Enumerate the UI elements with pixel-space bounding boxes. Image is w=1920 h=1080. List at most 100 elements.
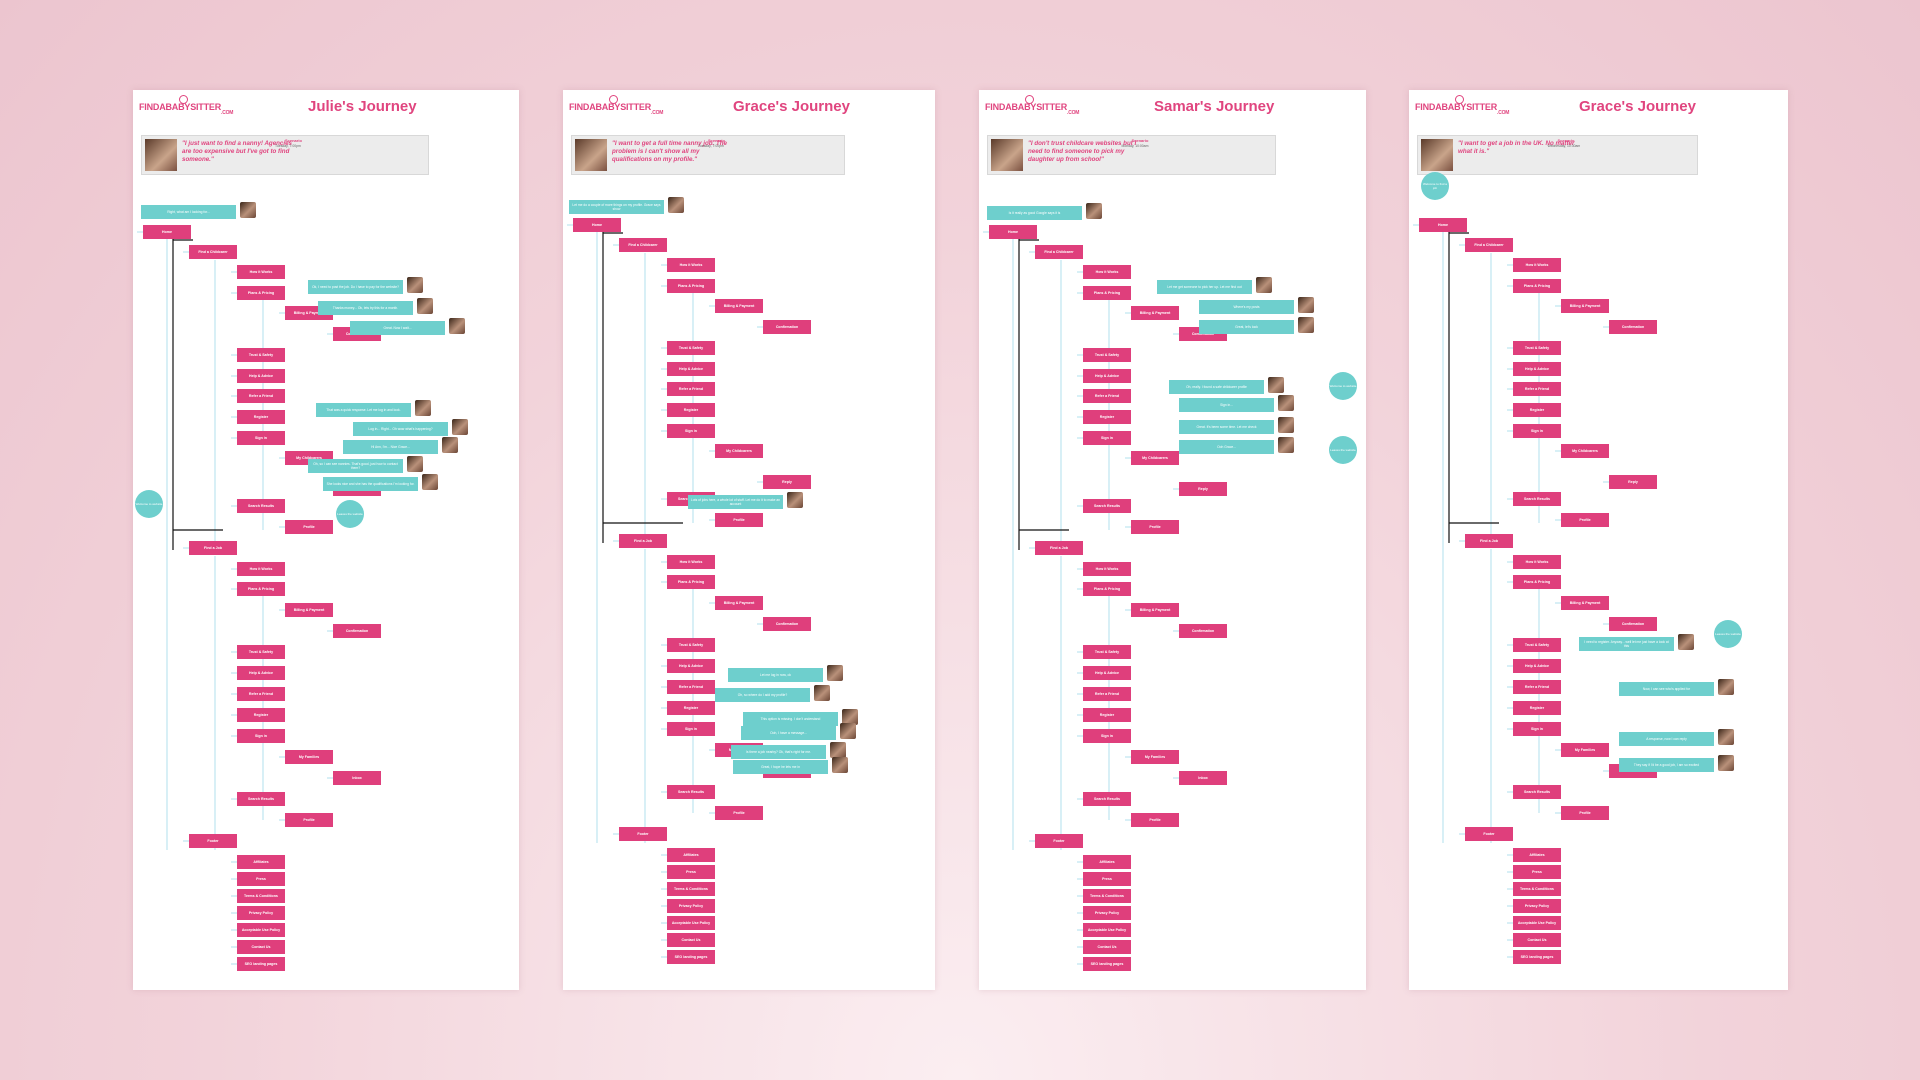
sitemap-node-home: Home (143, 225, 191, 239)
scenario-heading: Scenario (1131, 138, 1149, 143)
sitemap-node-confirmation: Confirmation (763, 320, 811, 334)
sitemap-node-sign-in: Sign in (237, 729, 285, 743)
persona-face (1298, 297, 1314, 313)
sitemap-node-trust-safety: Trust & Safety (1513, 341, 1561, 355)
sitemap-node-search-results: Search Results (1513, 785, 1561, 799)
user-thought: Great, let's look (1199, 320, 1294, 334)
sitemap-node-find-job: Find a Job (189, 541, 237, 555)
journey-title: Julie's Journey (308, 98, 417, 115)
sitemap-node-reply: Reply (1179, 482, 1227, 496)
persona-face (1278, 417, 1294, 433)
persona-face (442, 437, 458, 453)
sitemap-node-inbox: Inbox (1179, 771, 1227, 785)
footer-item: Terms & Conditions (1083, 889, 1131, 903)
sitemap-node-help-advice: Help & Advice (667, 362, 715, 376)
sitemap-node-plans-pricing: Plans & Pricing (667, 279, 715, 293)
user-thought: This option is missing. I don't understa… (743, 712, 838, 726)
footer-item: Press (1083, 872, 1131, 886)
sitemap-node-sign-in: Sign in (667, 424, 715, 438)
sitemap-node-help-advice: Help & Advice (1083, 666, 1131, 680)
scenario-heading: Scenario (285, 138, 302, 143)
user-thought: Let me do a couple of more things on my … (569, 200, 664, 214)
user-thought: Oh, so I can see nannies. That's good, j… (308, 459, 403, 473)
sitemap-node-profile: Profile (1131, 520, 1179, 534)
persona-face (787, 492, 803, 508)
sitemap-node-search-results: Search Results (237, 499, 285, 513)
footer-item: SEO landing pages (1083, 957, 1131, 971)
sitemap-node-trust-safety: Trust & Safety (237, 348, 285, 362)
user-thought: Lots of jobs here, a whole lot of stuff.… (688, 495, 783, 509)
sitemap-node-billing-payment: Billing & Payment (1131, 603, 1179, 617)
sitemap-node-find-job: Find a Job (1035, 541, 1083, 555)
user-thought: Let me get someone to pick her up. Let m… (1157, 280, 1252, 294)
sitemap-node-help-advice: Help & Advice (237, 369, 285, 383)
brand-logo-text: FINDABABYSITTER (985, 102, 1067, 112)
persona-face (1086, 203, 1102, 219)
footer-item: Affiliates (1513, 848, 1561, 862)
sitemap-node-register: Register (237, 708, 285, 722)
sitemap-node-plans-pricing: Plans & Pricing (237, 582, 285, 596)
sitemap-node-footer: Footer (189, 834, 237, 848)
sitemap-node-find-childcare: Find a Childcarer (189, 245, 237, 259)
brand-logo-suffix: .COM (1067, 110, 1080, 116)
sitemap-node-help-advice: Help & Advice (667, 659, 715, 673)
sitemap-node-sign-in: Sign in (1513, 722, 1561, 736)
user-thought: Now, I can see who's applied for (1619, 682, 1714, 696)
persona-face (449, 318, 465, 334)
user-thought: Oh, really. I found a safe childcarer pr… (1169, 380, 1264, 394)
brand-logo: FINDABABYSITTER.COM (1415, 95, 1509, 116)
persona-face (1718, 755, 1734, 771)
persona-face (832, 757, 848, 773)
sitemap-node-billing-payment: Billing & Payment (1131, 306, 1179, 320)
scenario-date: Tuesday, 7:00pm (698, 144, 724, 148)
sitemap-node-footer: Footer (619, 827, 667, 841)
sitemap-node-my-families: My Families (285, 750, 333, 764)
user-thought: Is there a job nearby? Ok, that's right … (731, 745, 826, 759)
user-thought: Right, what am I looking for... (141, 205, 236, 219)
sitemap-node-find-childcare: Find a Childcarer (619, 238, 667, 252)
user-thought: Let me log in now, ok (728, 668, 823, 682)
footer-item: Contact Us (237, 940, 285, 954)
brand-logo: FINDABABYSITTER.COM (139, 95, 233, 116)
persona-face (830, 742, 846, 758)
sitemap-node-sign-in: Sign in (667, 722, 715, 736)
journey-endpoint: Leaves the website (1714, 620, 1742, 648)
sitemap-node-sign-in: Sign in (1083, 431, 1131, 445)
sitemap-node-inbox: Inbox (333, 771, 381, 785)
sitemap-node-refer-friend: Refer a Friend (1083, 687, 1131, 701)
sitemap-node-trust-safety: Trust & Safety (1083, 348, 1131, 362)
user-thought: I need to register. Anyway... well let m… (1579, 637, 1674, 651)
persona-face (415, 400, 431, 416)
sitemap-node-find-childcare: Find a Childcarer (1465, 238, 1513, 252)
footer-item: SEO landing pages (237, 957, 285, 971)
scenario-box: "I want to get a job in the UK. No matte… (1417, 135, 1698, 175)
persona-face (668, 197, 684, 213)
sitemap-node-how-it-works: How it Works (1083, 562, 1131, 576)
sitemap-node-plans-pricing: Plans & Pricing (667, 575, 715, 589)
sitemap-node-home: Home (573, 218, 621, 232)
sitemap-node-confirmation: Confirmation (1609, 617, 1657, 631)
sitemap-node-plans-pricing: Plans & Pricing (1083, 582, 1131, 596)
sitemap-node-confirmation: Confirmation (1179, 624, 1227, 638)
sitemap-node-billing-payment: Billing & Payment (1561, 299, 1609, 313)
sitemap-connectors (983, 231, 1179, 965)
sitemap-node-confirmation: Confirmation (333, 624, 381, 638)
sitemap-node-register: Register (237, 410, 285, 424)
persona-avatar (575, 139, 607, 171)
footer-item: Privacy Policy (1513, 899, 1561, 913)
sitemap-node-how-it-works: How it Works (667, 555, 715, 569)
footer-item: Acceptable Use Policy (1083, 923, 1131, 937)
sitemap-node-sign-in: Sign in (237, 431, 285, 445)
scenario-date: Tuesday, 7:00pm (275, 144, 301, 148)
sitemap-node-register: Register (1083, 410, 1131, 424)
footer-item: Privacy Policy (237, 906, 285, 920)
sitemap-node-help-advice: Help & Advice (1513, 659, 1561, 673)
sitemap-node-trust-safety: Trust & Safety (1083, 645, 1131, 659)
sitemap-node-refer-friend: Refer a Friend (1513, 382, 1561, 396)
persona-quote: "I don't trust childcare websites but I … (1028, 140, 1137, 163)
sitemap-node-how-it-works: How it Works (1513, 258, 1561, 272)
journey-title: Grace's Journey (1579, 98, 1696, 115)
footer-item: SEO landing pages (667, 950, 715, 964)
sitemap-node-home: Home (989, 225, 1037, 239)
user-thought: They say if I'd be a good job, I am so e… (1619, 758, 1714, 772)
